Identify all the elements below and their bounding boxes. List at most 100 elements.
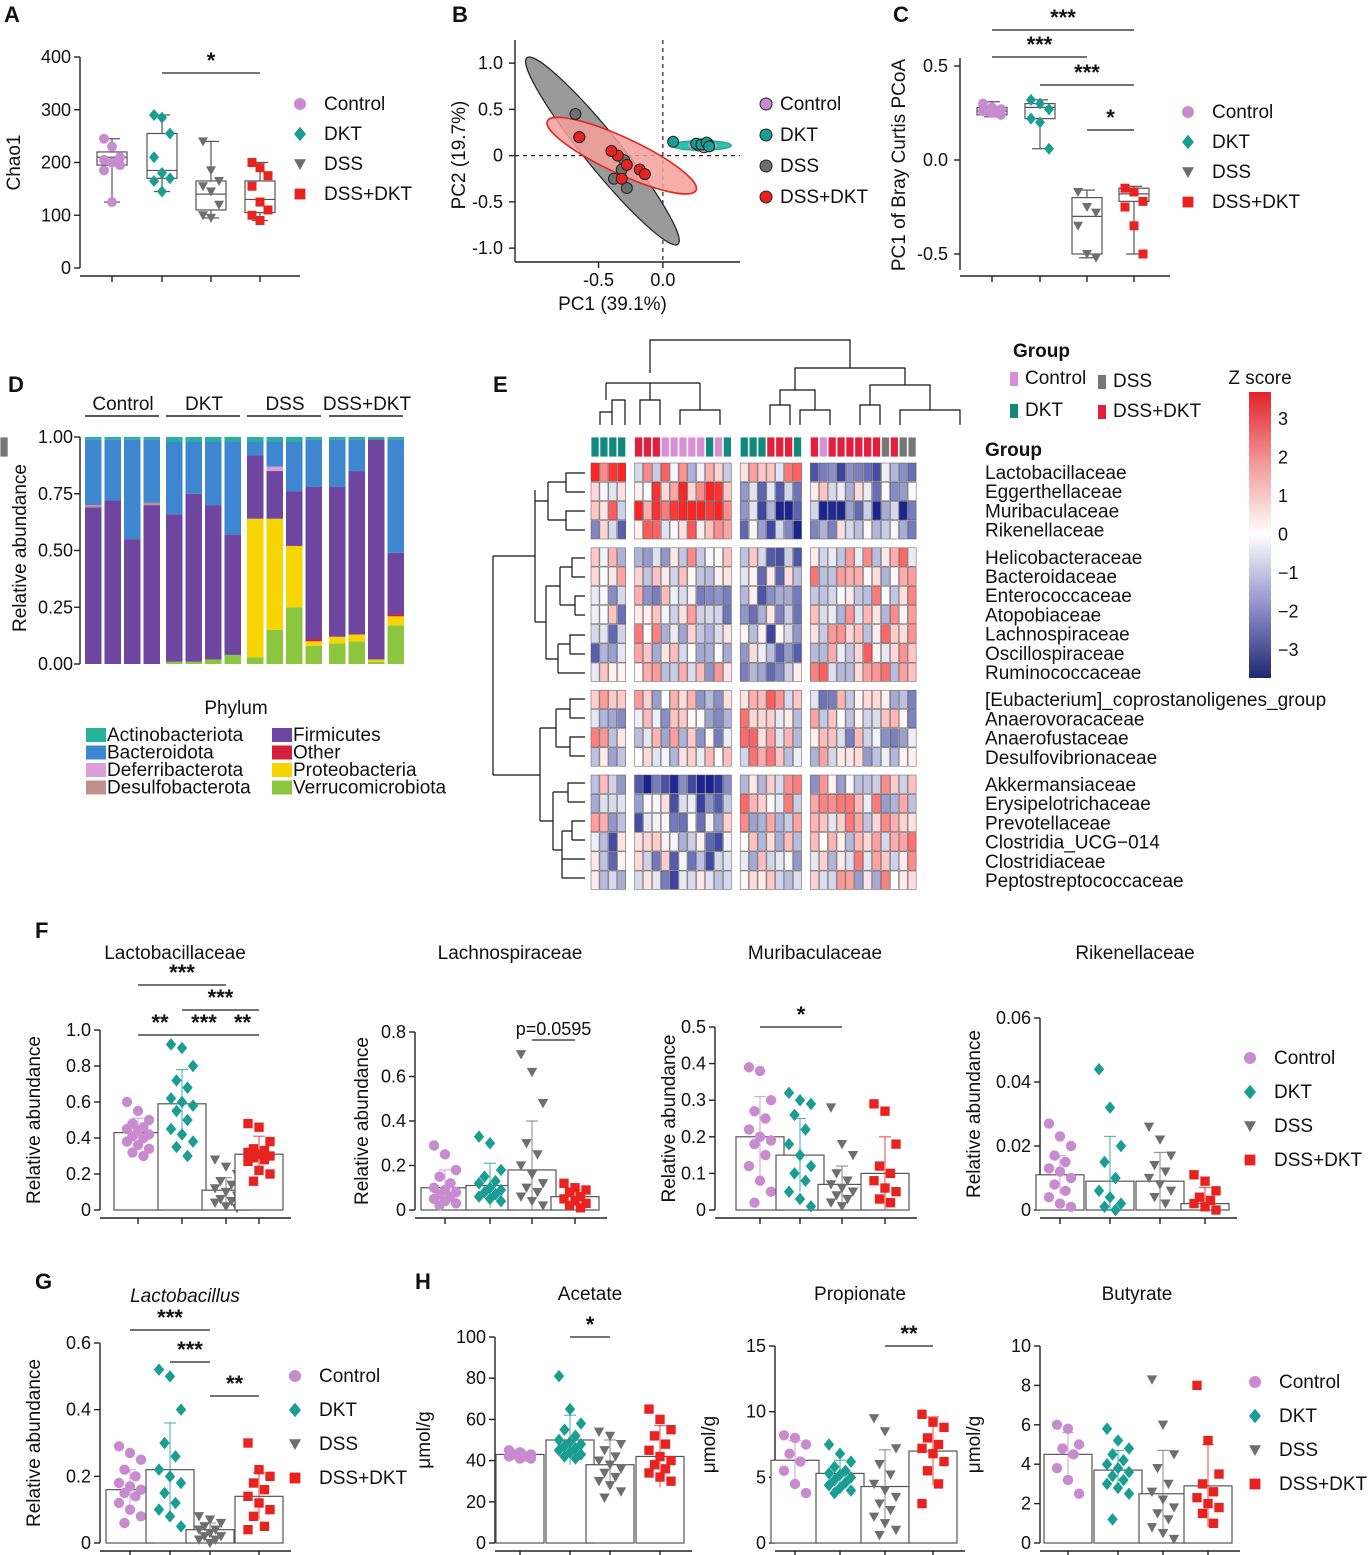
- legend-label-dkt: DKT: [780, 125, 818, 146]
- heatmap-cell: [590, 520, 600, 540]
- heatmap-cell: [890, 832, 899, 852]
- heatmap-cell: [818, 689, 828, 709]
- data-point-dss-dkt: [620, 158, 633, 171]
- panel-h1-sig-label: *: [586, 1312, 595, 1337]
- heatmap-cell: [775, 462, 785, 482]
- heatmap-cell: [845, 728, 855, 748]
- panel-f2-title: Lachnospiraceae: [438, 943, 583, 964]
- heatmap-cell: [766, 520, 776, 540]
- panel-h1-y-tick-label: 60: [466, 1409, 486, 1429]
- z-score-title: Z score: [1228, 368, 1291, 389]
- heatmap-cell: [687, 813, 697, 833]
- legend-marker-dss: [1182, 167, 1194, 178]
- data-point-dss: [879, 1519, 891, 1529]
- heatmap-cell: [748, 851, 758, 871]
- heatmap-cell: [643, 747, 652, 767]
- legend-marker-control: [1244, 1052, 1256, 1064]
- data-point-dss-dkt: [581, 1198, 591, 1209]
- heatmap-cell: [696, 728, 706, 748]
- data-point-dkt: [1099, 1155, 1110, 1169]
- panel-h2-y-tick-label: 0: [756, 1533, 766, 1553]
- panel-d-legend-title: Phylum: [204, 698, 267, 719]
- data-point-dss: [1143, 1122, 1155, 1132]
- data-point-dss-dkt: [644, 1445, 654, 1455]
- data-point-dss: [204, 1538, 216, 1549]
- heatmap-annotation-dkt: [793, 436, 802, 458]
- heatmap-cell: [766, 747, 776, 767]
- heatmap-cell: [907, 813, 917, 833]
- heatmap-cell: [669, 643, 679, 663]
- legend-marker-dss-dkt: [1244, 1154, 1256, 1166]
- bar-segment-proteobacteria: [329, 636, 346, 644]
- heatmap-cell: [739, 566, 749, 586]
- legend-marker-control: [289, 1370, 301, 1382]
- heatmap-cell: [775, 689, 785, 709]
- data-point-control: [760, 1149, 771, 1161]
- data-point-dkt: [805, 1097, 817, 1111]
- heatmap-cell: [590, 662, 600, 682]
- data-point-dkt: [1115, 1139, 1127, 1153]
- heatmap-cell: [863, 547, 872, 567]
- heatmap-cell: [898, 870, 908, 890]
- heatmap-cell: [652, 870, 661, 890]
- data-point-dss-dkt: [564, 1200, 575, 1211]
- data-point-dss-dkt: [248, 1176, 259, 1186]
- data-point-dss-dkt: [649, 1460, 660, 1470]
- row-dendrogram-branch: [535, 557, 585, 674]
- heatmap-cell: [714, 547, 723, 567]
- data-point-control: [789, 1432, 801, 1444]
- bar-segment-verrucomicrobiota: [266, 629, 283, 664]
- data-point-dkt: [1026, 112, 1036, 125]
- data-point-dkt: [473, 1130, 485, 1143]
- heatmap-cell: [863, 624, 872, 644]
- data-point-dkt: [175, 1476, 187, 1490]
- bar-segment-bacteroidota: [205, 441, 222, 506]
- heatmap-cell: [687, 832, 697, 852]
- heatmap-cell: [793, 728, 802, 748]
- bar-segment-actinobacteriota: [348, 437, 365, 440]
- heatmap-cell: [836, 501, 846, 521]
- data-point-dkt: [1101, 1422, 1113, 1435]
- heatmap-row-label: Anaerofustaceae: [985, 729, 1129, 750]
- bar-segment-desulfobacterota: [85, 505, 102, 508]
- heatmap-cell: [863, 793, 872, 813]
- data-point-control: [143, 1114, 155, 1126]
- heatmap-cell: [810, 851, 819, 871]
- heatmap-cell: [723, 624, 732, 644]
- heatmap-cell: [836, 728, 846, 748]
- heatmap-cell: [660, 481, 670, 501]
- data-point-dss: [537, 1179, 549, 1189]
- panel-label-b: B: [452, 2, 468, 27]
- data-point-dss: [515, 1192, 527, 1202]
- panel-g-sig-label: **: [226, 1371, 244, 1396]
- heatmap-cell: [608, 547, 618, 567]
- heatmap-cell: [696, 462, 706, 482]
- heatmap-cell: [827, 566, 837, 586]
- heatmap-cell: [608, 585, 618, 605]
- data-point-control: [1043, 1163, 1055, 1174]
- legend-label-other: Other: [293, 743, 341, 764]
- heatmap-cell: [617, 774, 626, 794]
- panel-d-y-tick-label: 1.00: [38, 427, 73, 447]
- data-point-dkt: [149, 174, 159, 187]
- heatmap-cell: [836, 566, 846, 586]
- heatmap-cell: [678, 624, 688, 644]
- legend-label-dkt: DKT: [1274, 1082, 1312, 1103]
- heatmap-cell: [872, 747, 881, 767]
- heatmap-cell: [793, 624, 802, 644]
- data-point-dkt: [1123, 1442, 1135, 1455]
- heatmap-cell: [696, 643, 706, 663]
- heatmap-cell: [643, 585, 652, 605]
- data-point-dss-dkt: [254, 1149, 264, 1159]
- data-point-dss-dkt: [666, 1455, 676, 1466]
- heatmap-cell: [669, 547, 679, 567]
- data-point-dss: [1146, 1487, 1158, 1497]
- heatmap-cell: [723, 481, 732, 501]
- heatmap-cell: [757, 585, 767, 605]
- heatmap-cell: [608, 566, 618, 586]
- heatmap-cell: [757, 481, 767, 501]
- heatmap-cell: [748, 501, 758, 521]
- heatmap-cell: [696, 481, 706, 501]
- panel-c-y-tick-label: 0.0: [923, 150, 948, 170]
- panel-d-y-tick-label: 0.00: [38, 654, 73, 674]
